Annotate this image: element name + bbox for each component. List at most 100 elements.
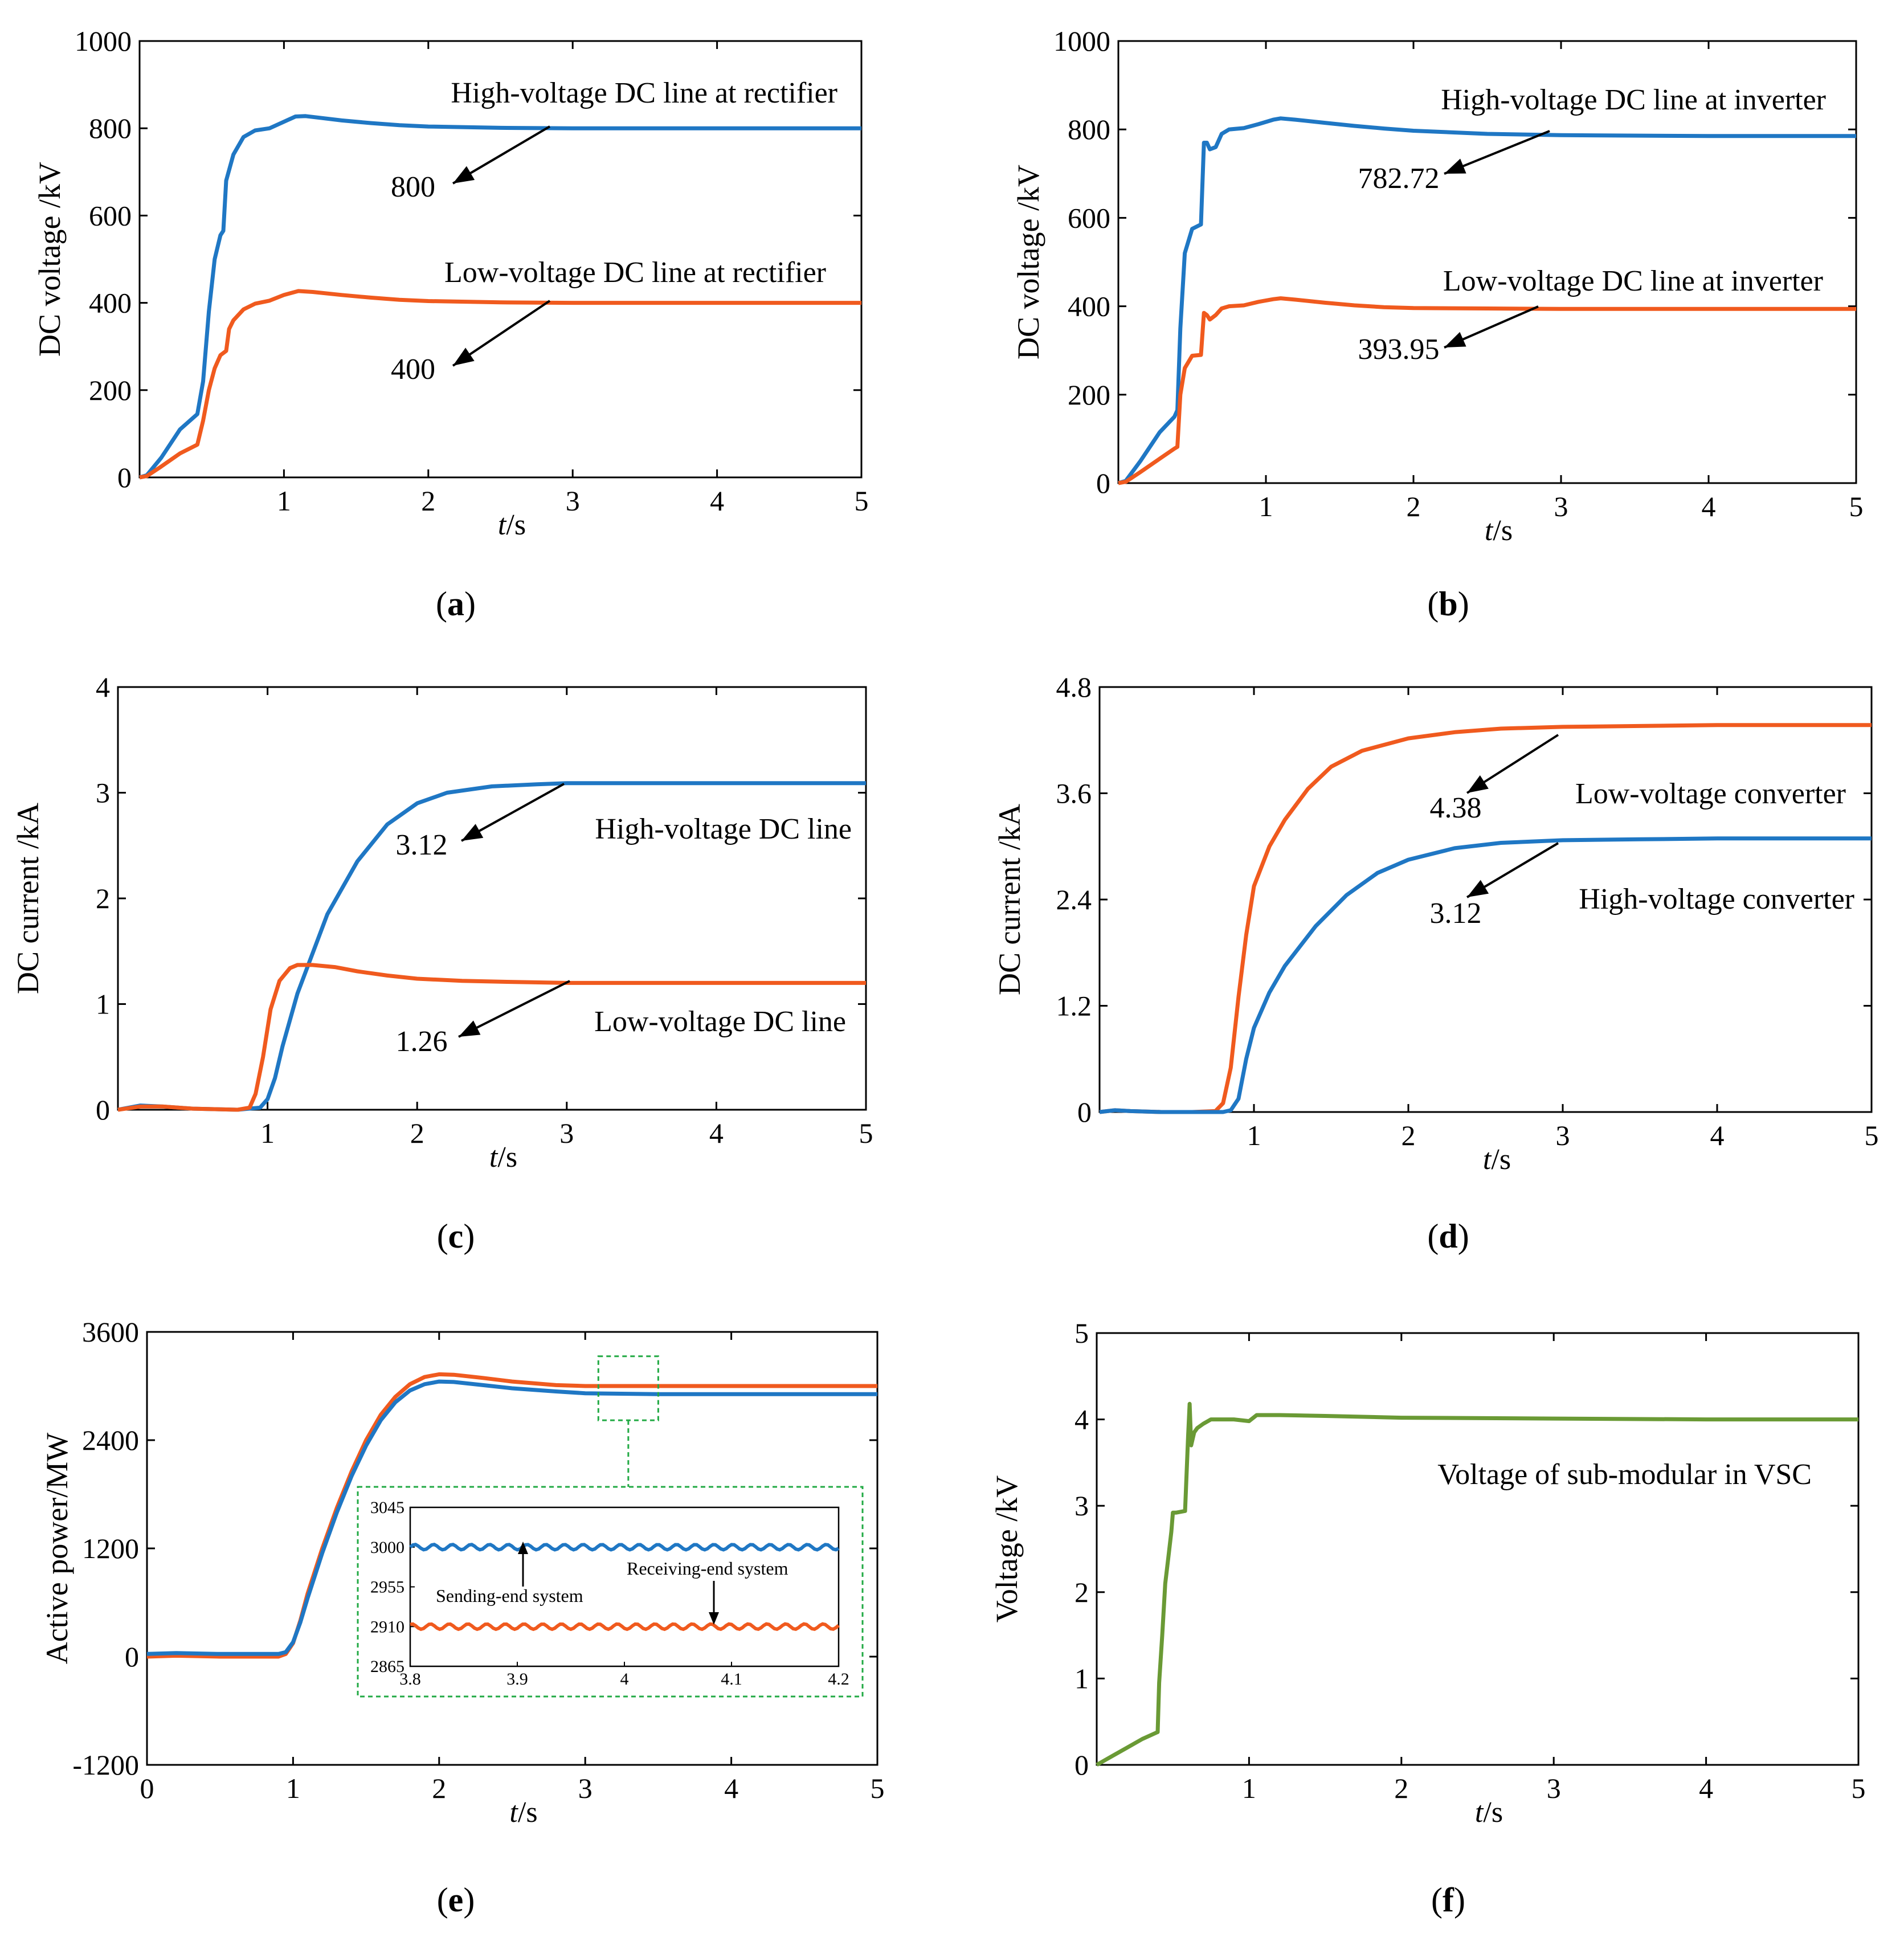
annotation-arrow-head — [453, 348, 475, 366]
y-tick-label: 2400 — [82, 1424, 139, 1456]
x-tick-label: 3 — [566, 485, 580, 517]
x-axis-label-rest: /s — [1493, 514, 1513, 547]
chart-d: 1 2 3 4 5 0 1.2 2.4 3.6 4.8 t/s DC current /kA Low-v… — [992, 671, 1879, 1255]
panel-caption-part: ) — [1458, 1217, 1469, 1255]
y-tick-label: 1 — [96, 988, 110, 1020]
inset-arrow-head — [709, 1612, 719, 1625]
y-tick-label: 200 — [1068, 379, 1110, 411]
y-tick-label: 3600 — [82, 1316, 139, 1348]
annotation-arrow-head — [453, 166, 475, 183]
inset-frame — [357, 1486, 864, 1698]
inset-x-tick-label: 4.1 — [721, 1670, 742, 1689]
panel-caption-part: ( — [436, 585, 447, 623]
x-tick-label: 1 — [1259, 490, 1273, 522]
x-tick-label: 2 — [410, 1117, 424, 1149]
y-tick-label: 0 — [1074, 1749, 1089, 1781]
y-tick-label: 600 — [89, 199, 132, 231]
panel-caption: (b) — [1427, 585, 1469, 623]
x-tick-label: 2 — [432, 1772, 446, 1804]
annotation-arrow-head — [1467, 880, 1489, 897]
panel-caption-part: c — [448, 1217, 464, 1255]
y-tick-label: 800 — [1068, 113, 1110, 145]
annotation-arrow-shaft — [458, 980, 570, 1038]
y-tick-label: 0 — [1096, 467, 1110, 499]
y-tick-label: 2.4 — [1056, 884, 1092, 915]
x-axis-label: t/s — [489, 1141, 517, 1174]
y-tick-label: 1000 — [75, 25, 132, 57]
y-tick-label: 600 — [1068, 202, 1110, 234]
panel-caption-part: ) — [463, 1217, 475, 1255]
annotation-arrow-head — [1444, 332, 1466, 348]
y-tick-label: 2 — [96, 882, 110, 914]
y-tick-label: 5 — [1074, 1317, 1089, 1349]
inset-series-line-1 — [409, 1543, 840, 1552]
chart-f: 1 2 3 4 5 0 1 2 3 4 5 t/s Voltage /kV Voltage of sub-… — [990, 1317, 1866, 1919]
x-tick-label: 0 — [140, 1772, 154, 1804]
y-tick-label: 2 — [1074, 1576, 1089, 1608]
y-tick-label: 3 — [1074, 1490, 1089, 1522]
panel-caption-part: a — [447, 585, 464, 623]
annotation-label: High-voltage DC line — [595, 813, 852, 845]
annotation-label: Low-voltage DC line at rectifier — [444, 256, 826, 289]
y-tick-label: 1.2 — [1056, 990, 1092, 1022]
y-tick-label: 3.6 — [1056, 778, 1092, 810]
y-tick-label: 200 — [89, 374, 132, 406]
x-axis-label: t/s — [1483, 1143, 1511, 1176]
series-line-2 — [117, 963, 866, 1112]
panel-caption: (f) — [1431, 1881, 1465, 1919]
panel-caption-part: e — [448, 1881, 464, 1919]
x-tick-label: 2 — [1394, 1772, 1408, 1804]
x-axis-label-italic: t — [509, 1796, 518, 1829]
annotation-label: High-voltage DC line at inverter — [1441, 84, 1826, 116]
x-axis-label-rest: /s — [518, 1796, 538, 1829]
annotation-arrow-head — [1444, 158, 1466, 174]
annotation-label: High-voltage converter — [1579, 883, 1854, 915]
x-tick-label: 4 — [1699, 1772, 1713, 1804]
annotation-label: 400 — [391, 353, 435, 386]
inset-y-tick-label: 2865 — [370, 1657, 405, 1676]
y-axis-label: Active power/MW — [40, 1433, 74, 1664]
x-tick-label: 5 — [871, 1772, 885, 1804]
x-tick-label: 3 — [1554, 490, 1568, 522]
x-tick-label: 5 — [1852, 1772, 1866, 1804]
zoom-region-box — [597, 1355, 659, 1421]
inset-y-tick-label: 2955 — [370, 1578, 405, 1597]
inset-label-receiving: Receiving-end system — [627, 1558, 788, 1579]
x-tick-label: 1 — [1242, 1772, 1256, 1804]
x-axis-label-italic: t — [1475, 1796, 1484, 1829]
y-tick-label: 3 — [96, 777, 110, 809]
series-line-2 — [1099, 836, 1872, 1114]
inset-x-tick-label: 3.8 — [399, 1670, 421, 1689]
x-tick-label: 2 — [1402, 1119, 1416, 1151]
y-axis-label: DC voltage /kV — [32, 162, 67, 357]
annotation-arrow-head — [1467, 775, 1489, 793]
y-axis-label: DC voltage /kV — [1011, 165, 1045, 359]
x-tick-label: 5 — [1865, 1119, 1879, 1151]
panel-caption-part: ) — [463, 1881, 475, 1919]
annotation-label: 1.26 — [396, 1025, 448, 1058]
x-tick-label: 1 — [1247, 1119, 1261, 1151]
x-tick-label: 3 — [559, 1117, 574, 1149]
y-axis-label: DC current /kA — [11, 803, 45, 994]
y-tick-label: 1000 — [1053, 25, 1110, 57]
inset-y-tick-label: 3000 — [370, 1538, 405, 1557]
x-tick-label: 1 — [286, 1772, 300, 1804]
panel-caption-part: ) — [464, 585, 476, 623]
inset-x-tick-label: 4 — [620, 1670, 629, 1689]
y-tick-label: 400 — [89, 287, 132, 319]
series-line-2 — [1118, 296, 1856, 485]
x-tick-label: 2 — [421, 485, 435, 517]
inset-x-tick-label: 3.9 — [506, 1670, 528, 1689]
y-tick-label: 1200 — [82, 1532, 139, 1564]
inset-label-sending: Sending-end system — [436, 1585, 583, 1606]
annotation-label: High-voltage DC line at rectifier — [451, 77, 837, 109]
panel-caption-part: ) — [1458, 585, 1469, 623]
x-axis-label-italic: t — [1485, 514, 1494, 547]
plot-frame — [117, 686, 867, 1111]
panel-caption: (c) — [437, 1217, 475, 1255]
annotation-label: Voltage of sub-modular in VSC — [1437, 1458, 1812, 1491]
annotation-label: Low-voltage DC line at inverter — [1443, 265, 1823, 297]
x-axis-label-rest: /s — [1491, 1143, 1511, 1176]
